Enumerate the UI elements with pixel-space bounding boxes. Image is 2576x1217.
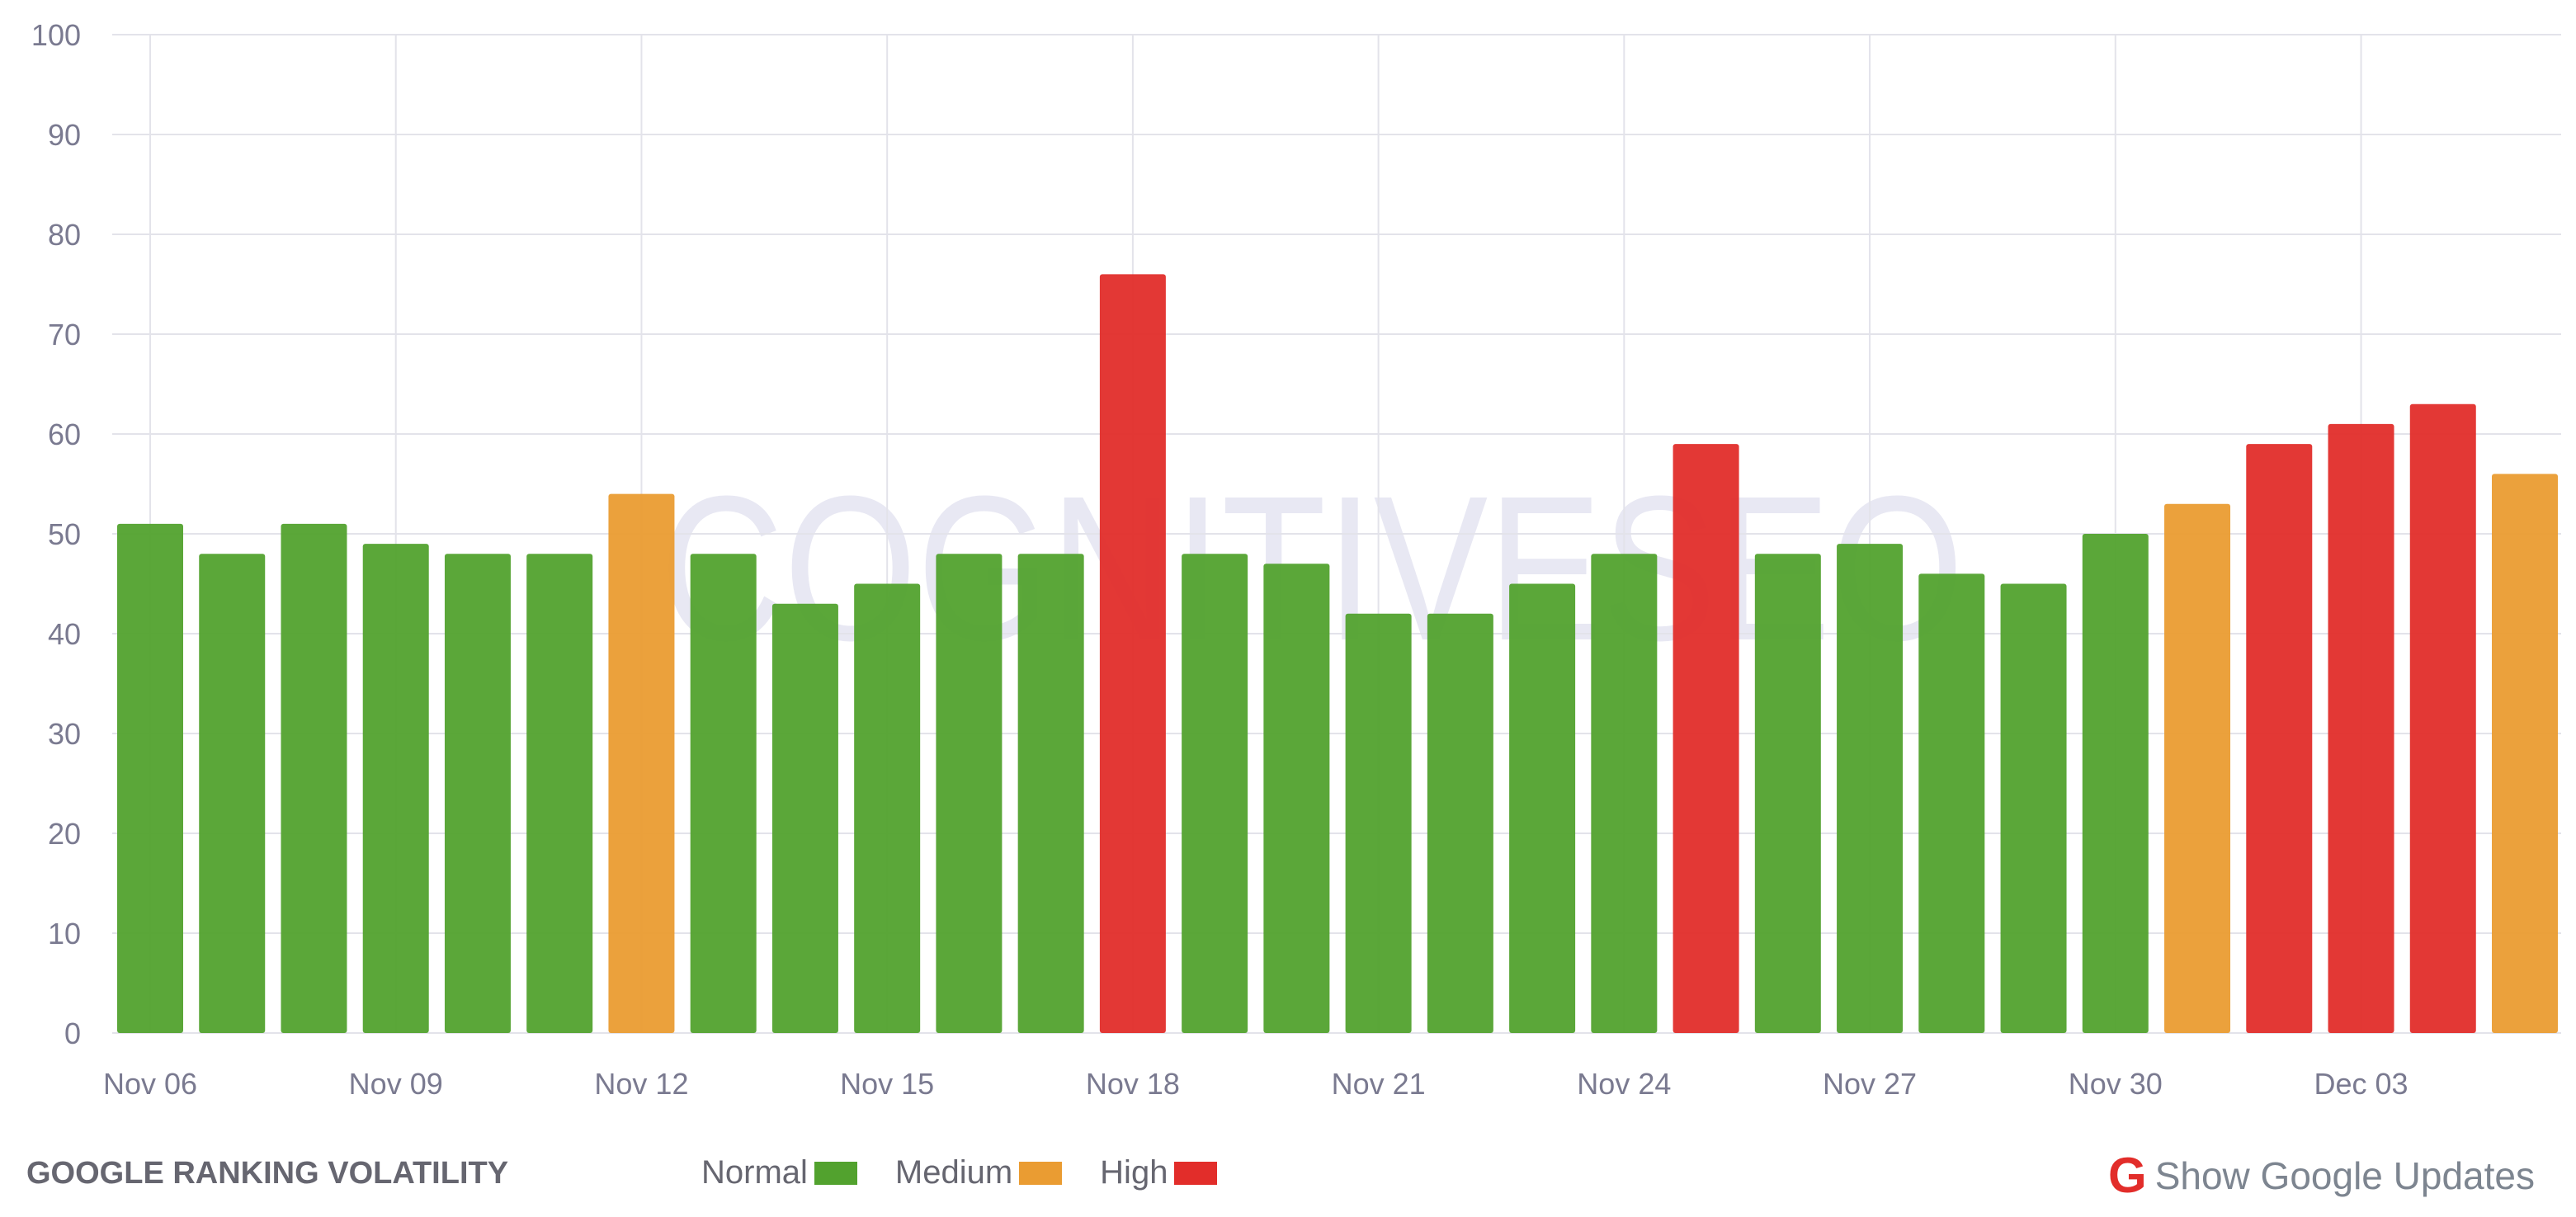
bar-nov-13[interactable] xyxy=(690,554,757,1033)
legend-swatch xyxy=(1019,1161,1063,1185)
x-tick-label: Nov 30 xyxy=(2069,1067,2163,1101)
show-google-updates-label: Show Google Updates xyxy=(2154,1154,2535,1197)
bar-nov-12[interactable] xyxy=(608,493,675,1033)
y-tick-label: 10 xyxy=(48,917,81,950)
bar-nov-23[interactable] xyxy=(1509,583,1576,1034)
x-tick-label: Dec 03 xyxy=(2314,1067,2408,1101)
legend-label: Normal xyxy=(701,1154,808,1191)
x-tick-label: Nov 12 xyxy=(594,1067,688,1101)
legend-label: Medium xyxy=(894,1154,1013,1191)
x-tick-label: Nov 06 xyxy=(103,1067,197,1101)
legend-swatch xyxy=(1174,1161,1218,1185)
bar-nov-29[interactable] xyxy=(2000,583,2067,1034)
legend-high[interactable]: High xyxy=(1100,1154,1218,1191)
y-tick-label: 40 xyxy=(48,617,81,651)
bar-nov-14[interactable] xyxy=(771,603,838,1033)
bar-nov-08[interactable] xyxy=(281,523,347,1033)
google-icon: G xyxy=(2108,1148,2147,1203)
bar-dec-02[interactable] xyxy=(2246,444,2313,1033)
bar-dec-01[interactable] xyxy=(2164,503,2231,1033)
bar-nov-26[interactable] xyxy=(1754,554,1821,1033)
bar-nov-11[interactable] xyxy=(526,554,593,1033)
chart-title: GOOGLE RANKING VOLATILITY xyxy=(26,1156,509,1191)
bar-nov-16[interactable] xyxy=(936,554,1003,1033)
bar-nov-19[interactable] xyxy=(1182,554,1248,1033)
y-tick-label: 0 xyxy=(64,1017,81,1050)
x-tick-label: Nov 15 xyxy=(840,1067,934,1101)
legend-medium[interactable]: Medium xyxy=(894,1154,1063,1191)
bar-nov-30[interactable] xyxy=(2082,534,2149,1033)
bar-dec-05[interactable] xyxy=(2492,474,2558,1033)
bar-nov-07[interactable] xyxy=(199,554,266,1033)
bar-nov-28[interactable] xyxy=(1918,573,1985,1033)
bar-nov-15[interactable] xyxy=(854,583,921,1034)
legend: Normal Medium High xyxy=(701,1154,1255,1191)
bar-nov-18[interactable] xyxy=(1099,274,1166,1033)
bar-nov-10[interactable] xyxy=(444,554,511,1033)
bar-nov-09[interactable] xyxy=(362,544,429,1033)
bar-nov-17[interactable] xyxy=(1017,554,1084,1033)
y-tick-label: 30 xyxy=(48,717,81,751)
x-tick-label: Nov 24 xyxy=(1577,1067,1671,1101)
bar-nov-21[interactable] xyxy=(1345,613,1412,1033)
chart-footer: GOOGLE RANKING VOLATILITY Normal Medium … xyxy=(0,1151,2576,1200)
legend-label: High xyxy=(1100,1154,1168,1191)
y-tick-label: 100 xyxy=(31,18,81,52)
x-tick-label: Nov 09 xyxy=(349,1067,443,1101)
y-tick-label: 60 xyxy=(48,417,81,451)
y-tick-label: 70 xyxy=(48,318,81,351)
bar-dec-03[interactable] xyxy=(2328,423,2394,1033)
bar-nov-22[interactable] xyxy=(1427,613,1493,1033)
y-tick-label: 80 xyxy=(48,218,81,252)
x-tick-label: Nov 27 xyxy=(1823,1067,1917,1101)
bar-nov-27[interactable] xyxy=(1837,544,1904,1033)
show-google-updates-button[interactable]: G Show Google Updates xyxy=(2108,1151,2535,1200)
bar-nov-24[interactable] xyxy=(1591,554,1658,1033)
bar-nov-06[interactable] xyxy=(117,523,183,1033)
bar-nov-20[interactable] xyxy=(1263,564,1330,1033)
x-tick-label: Nov 18 xyxy=(1086,1067,1180,1101)
y-tick-label: 50 xyxy=(48,517,81,551)
legend-swatch xyxy=(814,1161,857,1185)
y-tick-label: 90 xyxy=(48,118,81,152)
bar-nov-25[interactable] xyxy=(1673,444,1739,1033)
x-tick-label: Nov 21 xyxy=(1332,1067,1426,1101)
bar-dec-04[interactable] xyxy=(2409,403,2476,1033)
y-tick-label: 20 xyxy=(48,817,81,851)
legend-normal[interactable]: Normal xyxy=(701,1154,857,1191)
